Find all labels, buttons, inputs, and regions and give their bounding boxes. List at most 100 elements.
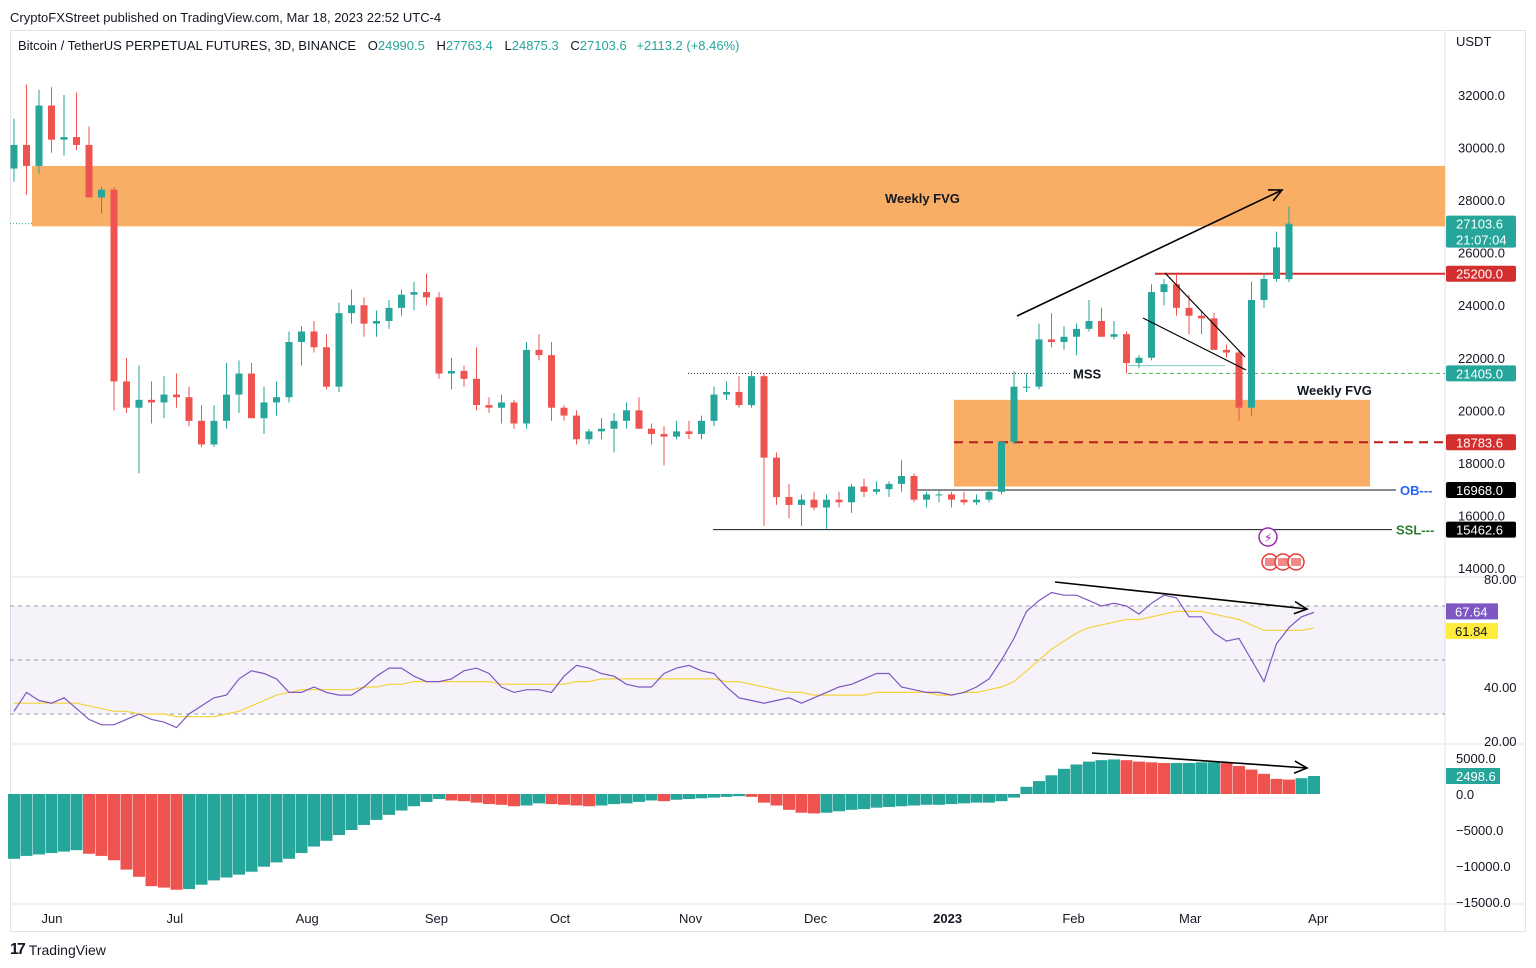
candle-up[interactable] [1010, 386, 1018, 442]
candle-up[interactable] [285, 342, 293, 398]
candle-down[interactable] [248, 373, 255, 419]
tradingview-logo[interactable]: 17 TradingView [10, 941, 106, 959]
candle-down[interactable] [48, 105, 55, 140]
candle-up[interactable] [1060, 336, 1068, 343]
candle-down[interactable] [635, 410, 643, 429]
candle-up[interactable] [210, 420, 218, 445]
candle-up[interactable] [35, 105, 43, 166]
candle-down[interactable] [835, 499, 843, 503]
candle-up[interactable] [1260, 278, 1268, 300]
candle-up[interactable] [1285, 223, 1293, 280]
candle-up[interactable] [798, 499, 805, 505]
candle-up[interactable] [1023, 386, 1030, 388]
candle-up[interactable] [610, 420, 618, 429]
candle-up[interactable] [298, 331, 305, 343]
candle-down[interactable] [460, 370, 468, 379]
candle-up[interactable] [498, 402, 505, 408]
candle-down[interactable] [860, 486, 868, 492]
lightning-event-icon[interactable] [1258, 527, 1278, 547]
candle-up[interactable] [598, 428, 605, 432]
candle-up[interactable] [935, 494, 943, 496]
candle-up[interactable] [1110, 334, 1118, 337]
candle-up[interactable] [235, 373, 243, 395]
currency-label[interactable]: USDT [1456, 34, 1492, 49]
symbol-title[interactable]: Bitcoin / TetherUS PERPETUAL FUTURES, 3D… [18, 38, 357, 53]
candle-down[interactable] [560, 407, 568, 416]
candle-up[interactable] [585, 431, 593, 440]
candle-up[interactable] [410, 292, 418, 295]
candle-up[interactable] [898, 476, 905, 484]
candle-up[interactable] [385, 307, 393, 321]
candle-up[interactable] [710, 394, 718, 421]
candle-down[interactable] [73, 137, 80, 145]
candle-up[interactable] [985, 491, 993, 500]
candle-down[interactable] [548, 355, 555, 408]
candle-down[interactable] [1173, 284, 1180, 308]
candle-down[interactable] [360, 305, 368, 324]
candle-down[interactable] [23, 144, 30, 166]
candle-down[interactable] [948, 494, 955, 500]
candle-down[interactable] [473, 378, 480, 406]
candle-up[interactable] [10, 144, 18, 169]
candle-up[interactable] [1248, 299, 1255, 408]
candle-up[interactable] [1135, 357, 1143, 364]
candle-down[interactable] [198, 420, 205, 445]
candle-down[interactable] [760, 376, 768, 458]
candle-up[interactable] [1273, 247, 1280, 279]
candle-up[interactable] [698, 420, 705, 434]
candle-up[interactable] [273, 397, 280, 403]
candle-up[interactable] [623, 410, 630, 421]
candle-down[interactable] [785, 497, 793, 505]
candle-up[interactable] [1073, 328, 1080, 337]
candle-up[interactable] [335, 313, 343, 387]
candle-up[interactable] [973, 499, 980, 503]
candle-up[interactable] [1160, 284, 1168, 293]
candle-down[interactable] [1185, 307, 1193, 316]
candle-up[interactable] [160, 394, 168, 403]
candle-down[interactable] [1210, 318, 1218, 350]
candle-up[interactable] [98, 189, 105, 198]
candle-up[interactable] [923, 494, 930, 500]
candle-down[interactable] [1123, 334, 1130, 364]
candle-down[interactable] [310, 331, 318, 348]
candle-up[interactable] [448, 370, 455, 374]
candle-up[interactable] [1035, 339, 1043, 387]
candle-down[interactable] [660, 433, 668, 437]
candle-down[interactable] [735, 391, 743, 406]
candle-down[interactable] [960, 499, 968, 503]
candle-up[interactable] [848, 486, 855, 503]
candle-up[interactable] [223, 394, 230, 421]
candle-down[interactable] [1198, 315, 1205, 319]
candle-up[interactable] [748, 376, 755, 406]
candle-down[interactable] [648, 428, 655, 434]
candle-up[interactable] [673, 431, 680, 437]
candle-down[interactable] [173, 394, 180, 398]
candle-down[interactable] [85, 144, 93, 198]
candle-up[interactable] [723, 391, 730, 395]
candle-down[interactable] [773, 457, 780, 498]
candle-up[interactable] [873, 489, 880, 492]
candle-down[interactable] [573, 415, 580, 440]
candle-down[interactable] [810, 499, 818, 508]
candle-up[interactable] [1085, 320, 1093, 329]
candle-down[interactable] [510, 402, 518, 424]
candle-up[interactable] [60, 137, 68, 140]
candle-up[interactable] [998, 441, 1005, 492]
candle-down[interactable] [485, 405, 493, 408]
candle-up[interactable] [1148, 292, 1155, 358]
candle-down[interactable] [110, 189, 118, 382]
candle-down[interactable] [323, 347, 330, 387]
candle-down[interactable] [423, 292, 430, 298]
candle-up[interactable] [260, 402, 268, 419]
candle-down[interactable] [123, 381, 130, 408]
candle-down[interactable] [910, 476, 918, 500]
candle-down[interactable] [185, 397, 193, 421]
candle-down[interactable] [1223, 349, 1230, 353]
candle-up[interactable] [348, 305, 355, 314]
candle-up[interactable] [885, 483, 893, 490]
candle-up[interactable] [135, 399, 143, 408]
candle-up[interactable] [398, 294, 405, 308]
candle-down[interactable] [435, 297, 443, 374]
candle-up[interactable] [373, 320, 380, 324]
